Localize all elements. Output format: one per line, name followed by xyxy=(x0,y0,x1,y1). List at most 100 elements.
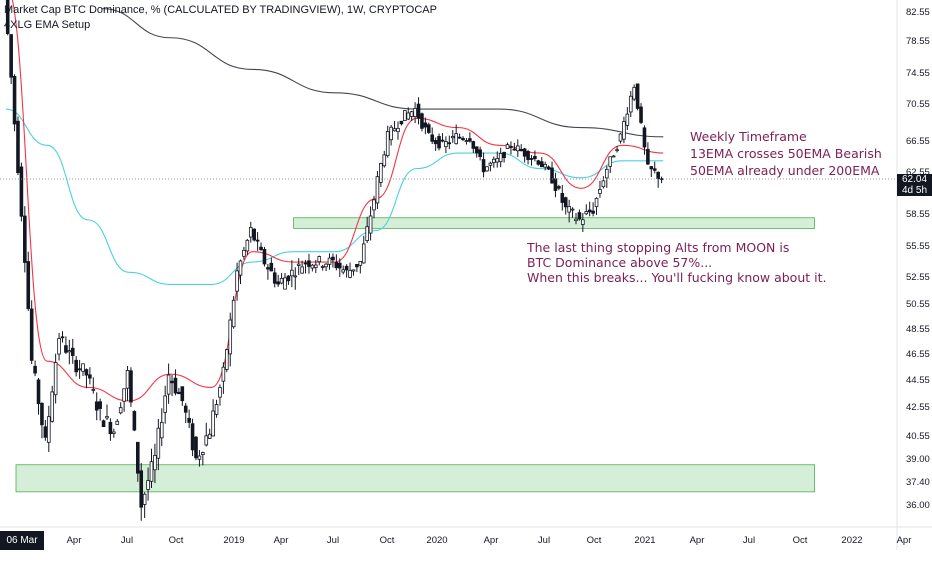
candle-up xyxy=(396,127,400,133)
candle-up xyxy=(293,275,298,278)
candle-down xyxy=(656,171,660,180)
zone-rect xyxy=(15,464,815,493)
candle-down xyxy=(272,272,277,284)
candle-up xyxy=(46,416,51,443)
candle-down xyxy=(74,359,78,373)
candle-down xyxy=(337,262,342,269)
candle-up xyxy=(413,107,417,118)
candle-down xyxy=(512,148,517,151)
candle-up xyxy=(204,435,209,446)
x-tick-label: 2020 xyxy=(426,535,447,546)
candle-down xyxy=(474,146,479,154)
candle-up xyxy=(622,121,626,140)
candle-down xyxy=(60,336,65,339)
candle-up xyxy=(149,461,154,482)
candle-up xyxy=(57,338,61,355)
candle-down xyxy=(437,136,441,149)
candle-down xyxy=(307,260,311,267)
candle-down xyxy=(303,262,308,265)
candle-up xyxy=(608,156,613,167)
last-price-badge: 62.04 xyxy=(897,174,932,185)
candle-up xyxy=(300,266,304,274)
candle-up xyxy=(156,427,161,459)
y-tick-label: 74.55 xyxy=(906,68,930,79)
y-tick-label: 52.55 xyxy=(906,272,930,283)
candle-up xyxy=(296,263,301,266)
y-tick-label: 42.55 xyxy=(906,402,930,413)
candle-up xyxy=(361,243,366,264)
candle-down xyxy=(94,401,99,411)
candle-up xyxy=(567,206,571,213)
candle-down xyxy=(26,261,31,309)
candle-up xyxy=(375,176,380,204)
candle-down xyxy=(16,120,20,174)
candle-up xyxy=(122,388,126,402)
candle-down xyxy=(563,197,568,208)
candle-down xyxy=(190,423,195,451)
candle-down xyxy=(132,411,137,431)
x-tick-label: Apr xyxy=(690,535,705,546)
candle-up xyxy=(118,407,123,414)
candle-up xyxy=(543,163,547,168)
candle-up xyxy=(581,219,585,225)
candle-up xyxy=(601,180,606,188)
candle-down xyxy=(276,281,280,285)
candle-down xyxy=(23,215,27,263)
candle-up xyxy=(454,133,458,145)
candle-down xyxy=(639,106,643,123)
candle-up xyxy=(231,299,236,328)
y-tick-label: 36.00 xyxy=(906,500,930,511)
candle-up xyxy=(166,374,171,395)
candle-up xyxy=(618,133,623,142)
candle-up xyxy=(146,480,150,490)
candle-up xyxy=(279,278,284,284)
candle-down xyxy=(9,34,13,78)
candle-up xyxy=(163,395,167,413)
candle-up xyxy=(358,261,363,266)
y-tick-label: 70.55 xyxy=(906,99,930,110)
candle-down xyxy=(286,275,291,282)
x-tick-label: Jul xyxy=(538,535,550,546)
annotation-line: 13EMA crosses 50EMA Bearish xyxy=(690,146,882,161)
candle-up xyxy=(348,269,352,278)
candle-down xyxy=(266,267,270,270)
x-tick-label: Apr xyxy=(484,535,499,546)
candle-up xyxy=(218,387,222,398)
start-date-label: 06 Mar '17 xyxy=(0,531,44,565)
candle-down xyxy=(447,142,452,145)
x-tick-label: Jul xyxy=(743,535,755,546)
candle-up xyxy=(598,189,602,194)
candle-down xyxy=(108,421,113,435)
candle-down xyxy=(529,158,534,160)
candle-down xyxy=(509,146,513,148)
candle-up xyxy=(67,350,72,353)
candle-down xyxy=(187,417,191,423)
candle-up xyxy=(611,155,616,158)
candle-down xyxy=(440,139,445,142)
candle-down xyxy=(70,347,75,356)
candle-up xyxy=(632,86,636,100)
candle-up xyxy=(153,454,157,471)
indicator-label[interactable]: 4XLG EMA Setup xyxy=(4,19,91,31)
x-tick-label: Jul xyxy=(327,535,339,546)
candle-down xyxy=(646,148,650,165)
candle-down xyxy=(355,263,359,268)
candle-down xyxy=(129,370,133,403)
y-tick-label: 66.55 xyxy=(906,136,930,147)
annotation-support: The last thing stopping Alts from MOON i… xyxy=(527,240,826,285)
chart-canvas[interactable]: 82.55 78.55 74.55 70.55 66.55 62.55 58.55 55.55… xyxy=(0,0,932,550)
candle-down xyxy=(468,138,472,142)
candle-up xyxy=(211,410,215,437)
annotation-line: BTC Dominance above 57%... xyxy=(527,255,713,270)
candle-down xyxy=(170,380,174,384)
x-tick-label: Oct xyxy=(380,535,395,546)
x-tick-label: Oct xyxy=(587,535,602,546)
candle-up xyxy=(159,421,164,439)
candle-up xyxy=(628,95,633,113)
candle-up xyxy=(112,431,116,434)
candle-up xyxy=(570,208,575,211)
candle-down xyxy=(334,262,339,269)
candle-down xyxy=(433,139,438,145)
candle-down xyxy=(652,168,657,171)
